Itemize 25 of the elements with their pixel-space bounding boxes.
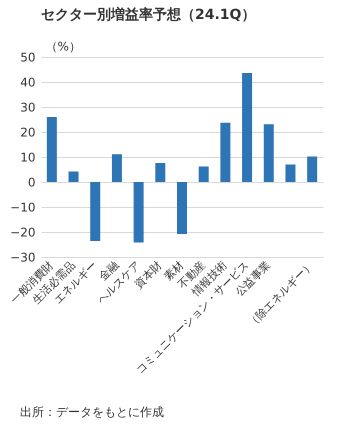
y-tick-label: −10 — [10, 200, 36, 214]
bar — [177, 182, 187, 234]
bar — [307, 156, 318, 182]
y-tick-label: 20 — [20, 126, 36, 140]
y-tick-label: 50 — [20, 50, 36, 64]
y-tick-label: −30 — [10, 250, 36, 264]
bar — [285, 164, 296, 182]
bar — [134, 182, 144, 242]
text: 出所：データをもとに作成 — [20, 404, 165, 421]
chart-title: セクター別増益率予想（24.1Q） — [41, 6, 256, 23]
bar — [68, 172, 79, 182]
y-tick-label: 30 — [20, 100, 36, 114]
bar — [220, 122, 230, 182]
bar — [242, 73, 252, 182]
bar — [198, 166, 209, 182]
bar — [90, 182, 100, 241]
y-tick-label: −20 — [10, 226, 36, 240]
y-tick-label: 40 — [20, 76, 36, 90]
y-axis-title: （%） — [46, 40, 81, 54]
bar — [46, 117, 57, 182]
bar — [112, 154, 122, 182]
bar — [155, 163, 166, 182]
bar — [264, 124, 274, 182]
y-tick-label: 0 — [28, 176, 36, 190]
y-tick-label: 10 — [20, 150, 36, 164]
